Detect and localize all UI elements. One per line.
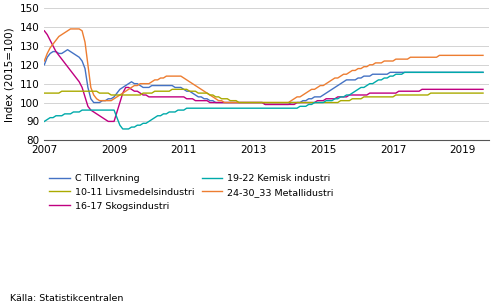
Legend: C Tillverkning, 10-11 Livsmedelsindustri, 16-17 Skogsindustri, 19-22 Kemisk indu: C Tillverkning, 10-11 Livsmedelsindustri… bbox=[49, 174, 333, 211]
Text: Källa: Statistikcentralen: Källa: Statistikcentralen bbox=[10, 294, 123, 303]
Y-axis label: Index (2015=100): Index (2015=100) bbox=[4, 27, 14, 122]
